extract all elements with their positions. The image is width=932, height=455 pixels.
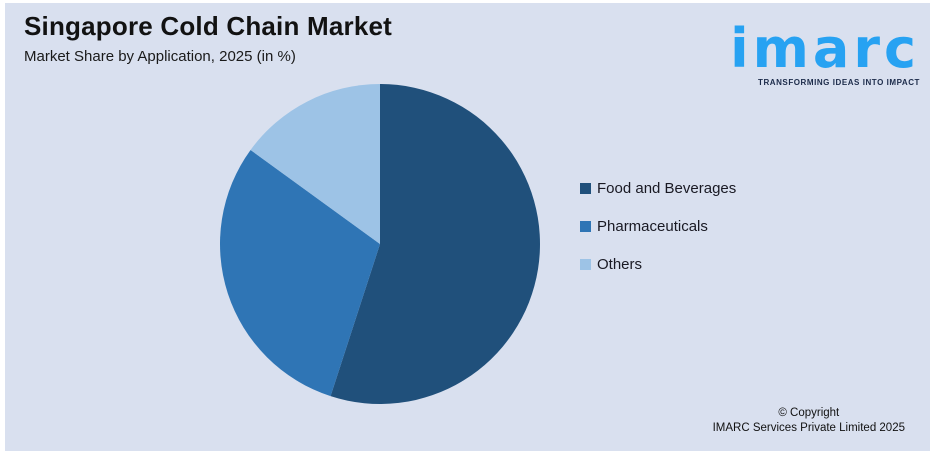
chart-canvas: Singapore Cold Chain Market Market Share… [5,3,930,451]
legend-label: Pharmaceuticals [597,217,708,235]
pie-chart [219,84,540,404]
pie-chart-container [216,80,544,408]
imarc-tagline: TRANSFORMING IDEAS INTO IMPACT [758,78,920,87]
page-title: Singapore Cold Chain Market [24,11,393,41]
pie-slice-pharmaceuticals [219,149,380,397]
legend: Food and Beverages Pharmaceuticals Others [580,180,736,294]
legend-label: Others [597,255,643,273]
page-subtitle: Market Share by Application, 2025 (in %) [24,48,296,66]
legend-item: Food and Beverages [580,179,737,197]
pie-slice-food-and-beverages [330,84,540,404]
copyright-line2: IMARC Services Private Limited 2025 [712,422,905,435]
imarc-logo: imarc TRANSFORMING IDEAS INTO IMPACT [730,17,920,88]
imarc-wordmark: imarc [730,17,920,80]
legend-label: Food and Beverages [597,179,737,197]
legend-item: Others [580,255,736,273]
copyright-note: © Copyright IMARC Services Private Limit… [713,406,905,437]
legend-item: Pharmaceuticals [580,217,736,235]
legend-swatch [580,182,591,194]
chart-header: Singapore Cold Chain Market Market Share… [24,11,392,65]
pie-slice-others [250,84,380,244]
legend-swatch [580,258,591,270]
legend-swatch [580,220,591,232]
copyright-line1: © Copyright [778,406,840,419]
